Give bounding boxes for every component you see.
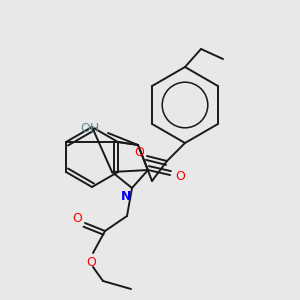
Text: O: O [72,212,82,224]
Text: O: O [134,146,144,158]
Text: O: O [86,256,96,269]
Text: O: O [175,170,185,184]
Text: N: N [121,190,131,202]
Text: OH: OH [80,122,100,136]
